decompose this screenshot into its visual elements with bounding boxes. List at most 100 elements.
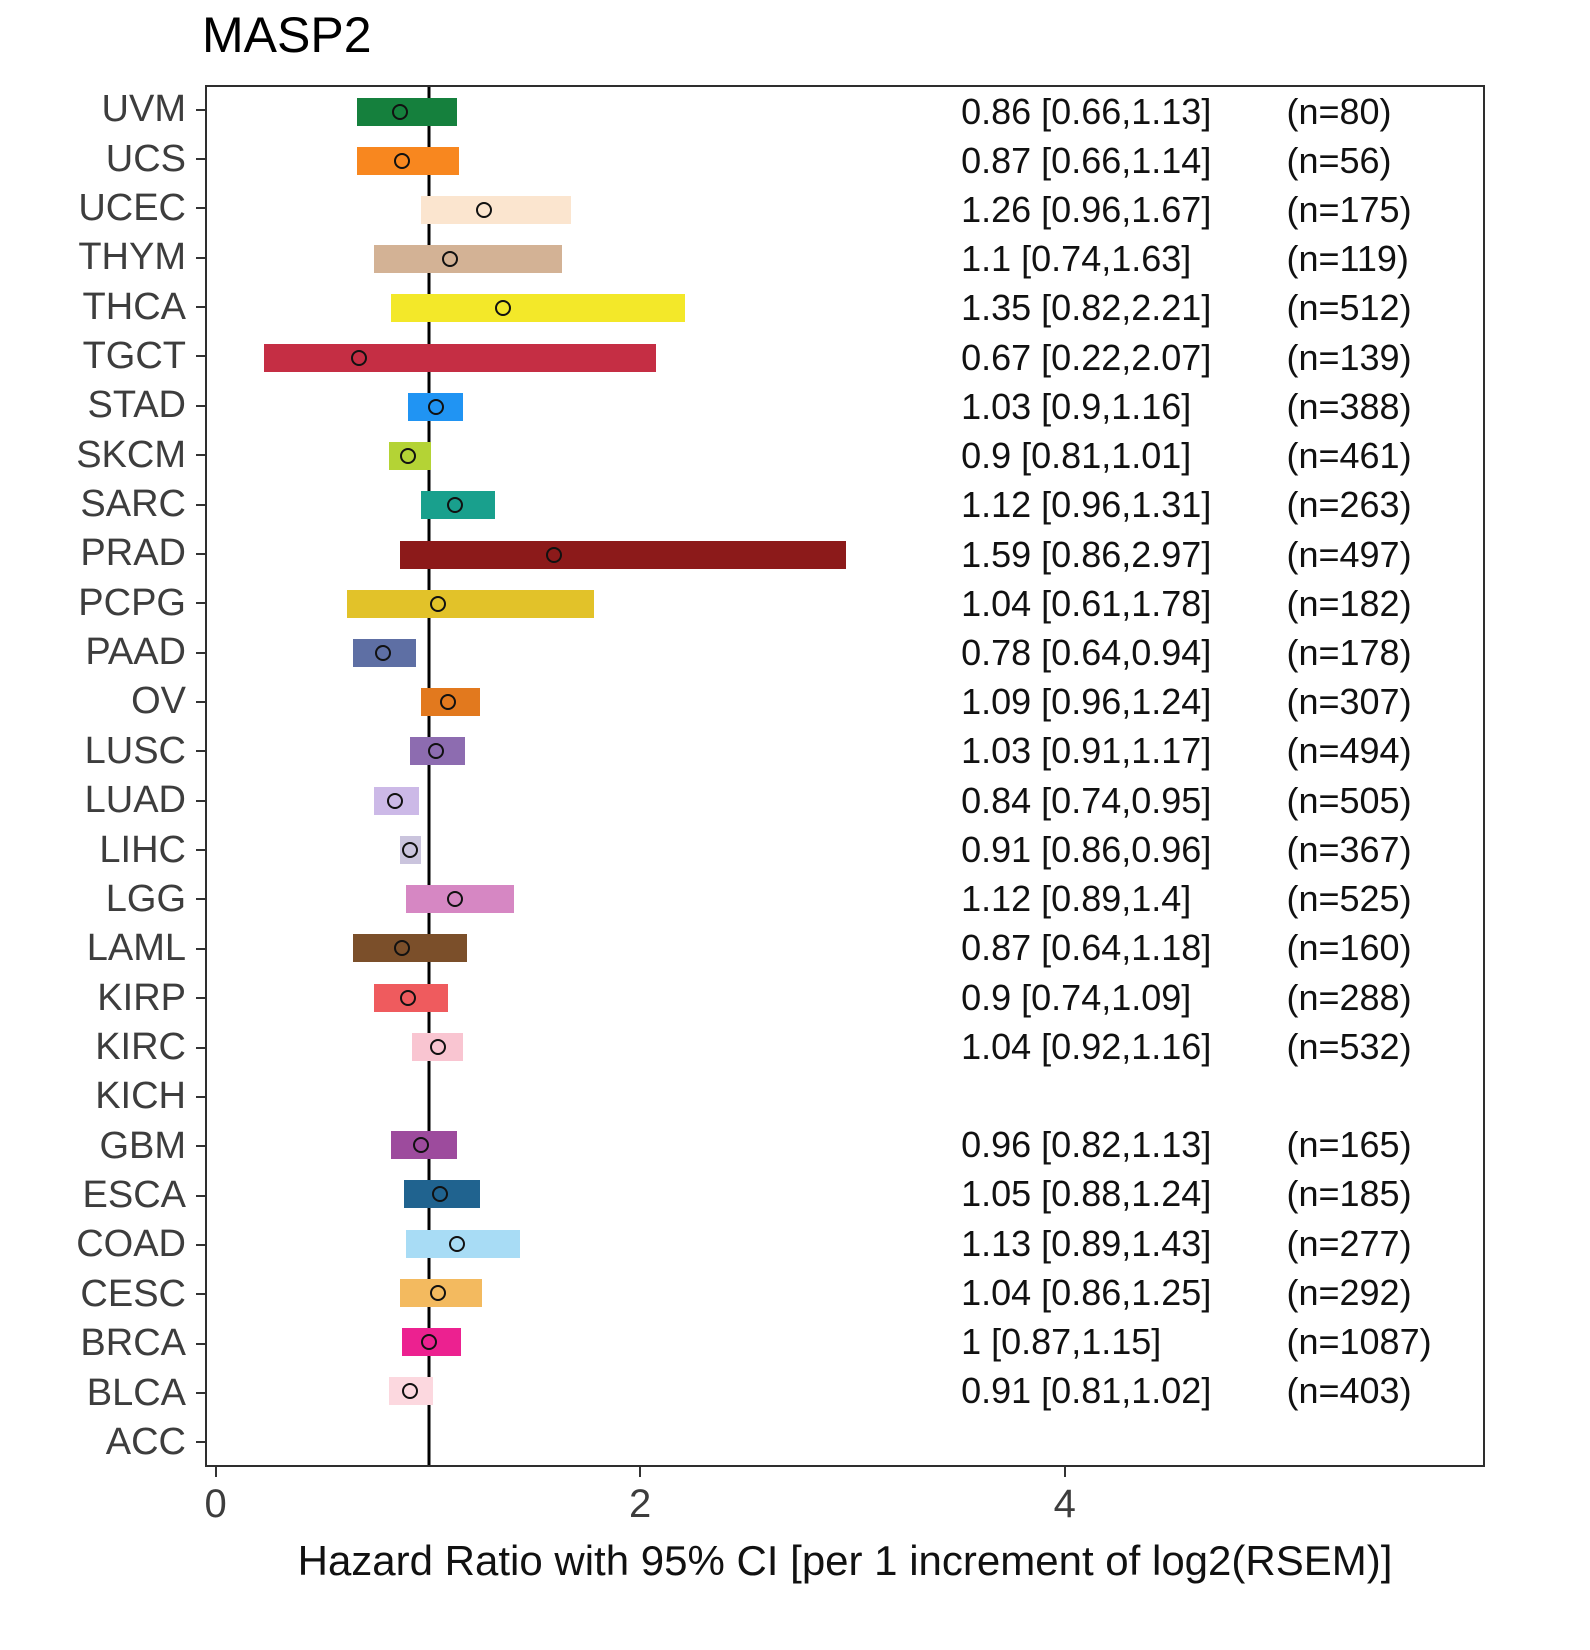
ci-bar [264, 343, 656, 372]
hr-point-marker [431, 1186, 448, 1203]
sample-size-text: (n=497) [1286, 533, 1412, 575]
forest-row-cesc: 1.04 [0.86,1.25] (n=292) [207, 1268, 1483, 1317]
sample-size-text: (n=525) [1286, 878, 1412, 920]
y-label-row-thca: THCA [0, 282, 205, 331]
sample-size-text: (n=307) [1286, 681, 1412, 723]
hr-point-marker [442, 251, 459, 268]
forest-row-coad: 1.13 [0.89,1.43] (n=277) [207, 1219, 1483, 1268]
y-axis-label: LGG [105, 877, 186, 920]
hr-point-marker [421, 1334, 438, 1351]
hr-point-marker [351, 349, 368, 366]
sample-size-text: (n=288) [1286, 976, 1412, 1018]
y-axis-label: THYM [78, 236, 186, 279]
x-axis-tick-marks [205, 1467, 1485, 1479]
y-label-row-kirp: KIRP [0, 973, 205, 1022]
hr-point-marker [400, 448, 417, 465]
forest-row-pcpg: 1.04 [0.61,1.78] (n=182) [207, 579, 1483, 628]
sample-size-text: (n=182) [1286, 582, 1412, 624]
y-label-row-laml: LAML [0, 924, 205, 973]
hr-ci-text: 1.03 [0.91,1.17] [961, 730, 1212, 772]
y-axis-label: BLCA [86, 1371, 186, 1414]
y-axis-label: UVM [101, 88, 186, 131]
y-axis-label: CESC [80, 1272, 186, 1315]
sample-size-text: (n=185) [1286, 1173, 1412, 1215]
y-axis-label: UCEC [78, 186, 186, 229]
hr-point-marker [446, 497, 463, 514]
y-axis-label: SKCM [76, 433, 186, 476]
sample-size-text: (n=139) [1286, 336, 1412, 378]
hr-point-marker [427, 398, 444, 415]
x-tick-mark [639, 1467, 642, 1477]
y-axis-label: PAAD [85, 631, 186, 674]
hr-point-marker [429, 595, 446, 612]
hr-ci-text: 1.13 [0.89,1.43] [961, 1222, 1212, 1264]
y-tick-mark [196, 503, 205, 506]
y-tick-mark [196, 552, 205, 555]
forest-row-uvm: 0.86 [0.66,1.13] (n=80) [207, 87, 1483, 136]
y-tick-mark [196, 799, 205, 802]
ci-bar [391, 294, 686, 323]
forest-row-lgg: 1.12 [0.89,1.4] (n=525) [207, 875, 1483, 924]
ci-bar [420, 196, 571, 225]
y-label-row-ov: OV [0, 677, 205, 726]
y-axis-label: ESCA [82, 1174, 186, 1217]
hr-ci-text: 0.87 [0.64,1.18] [961, 927, 1212, 969]
forest-row-sarc: 1.12 [0.96,1.31] (n=263) [207, 481, 1483, 530]
y-tick-mark [196, 158, 205, 161]
y-tick-mark [196, 306, 205, 309]
hr-point-marker [393, 152, 410, 169]
y-axis-label: LAML [86, 927, 186, 970]
y-tick-mark [196, 256, 205, 259]
y-tick-mark [196, 404, 205, 407]
ci-bar [353, 934, 468, 963]
sample-size-text: (n=56) [1286, 139, 1392, 181]
y-tick-mark [196, 454, 205, 457]
y-label-row-lgg: LGG [0, 875, 205, 924]
hr-ci-text: 0.9 [0.81,1.01] [961, 435, 1192, 477]
sample-size-text: (n=532) [1286, 1025, 1412, 1067]
y-tick-mark [196, 1392, 205, 1395]
hr-ci-text: 0.91 [0.81,1.02] [961, 1370, 1212, 1412]
hr-point-marker [448, 1235, 465, 1252]
hr-ci-text: 1.1 [0.74,1.63] [961, 238, 1192, 280]
forest-row-prad: 1.59 [0.86,2.97] (n=497) [207, 530, 1483, 579]
y-label-row-prad: PRAD [0, 529, 205, 578]
sample-size-text: (n=119) [1286, 238, 1409, 280]
sample-size-text: (n=80) [1286, 90, 1392, 132]
x-tick-label: 2 [629, 1482, 652, 1526]
hr-ci-text: 1.04 [0.86,1.25] [961, 1271, 1212, 1313]
reference-line-hr1 [427, 87, 431, 1465]
x-axis-tick-labels: 0 2 4 [204, 1482, 1485, 1526]
y-axis-label: PRAD [80, 532, 186, 575]
hr-point-marker [440, 694, 457, 711]
y-label-row-skcm: SKCM [0, 431, 205, 480]
y-axis-label: GBM [99, 1124, 186, 1167]
y-tick-mark [196, 355, 205, 358]
y-label-row-uvm: UVM [0, 85, 205, 134]
hr-point-marker [476, 202, 493, 219]
y-tick-mark [196, 849, 205, 852]
hr-ci-text: 0.87 [0.66,1.14] [961, 139, 1212, 181]
y-label-row-acc: ACC [0, 1418, 205, 1467]
ci-bar [346, 589, 595, 618]
hr-point-marker [427, 743, 444, 760]
y-label-row-ucec: UCEC [0, 184, 205, 233]
sample-size-text: (n=175) [1286, 189, 1412, 231]
forest-row-lihc: 0.91 [0.86,0.96] (n=367) [207, 825, 1483, 874]
forest-row-thym: 1.1 [0.74,1.63] (n=119) [207, 235, 1483, 284]
sample-size-text: (n=178) [1286, 632, 1412, 674]
y-label-row-kirc: KIRC [0, 1023, 205, 1072]
y-axis-label: BRCA [80, 1322, 186, 1365]
y-label-row-ucs: UCS [0, 134, 205, 183]
hr-ci-text: 0.84 [0.74,0.95] [961, 779, 1212, 821]
hr-point-marker [402, 1383, 419, 1400]
y-axis-label: PCPG [78, 581, 186, 624]
hr-point-marker [391, 103, 408, 120]
hr-point-marker [429, 1038, 446, 1055]
hr-ci-text: 0.9 [0.74,1.09] [961, 976, 1192, 1018]
y-label-row-esca: ESCA [0, 1171, 205, 1220]
y-tick-mark [196, 1441, 205, 1444]
y-tick-mark [196, 700, 205, 703]
hr-point-marker [546, 546, 563, 563]
y-axis-label: STAD [87, 384, 186, 427]
